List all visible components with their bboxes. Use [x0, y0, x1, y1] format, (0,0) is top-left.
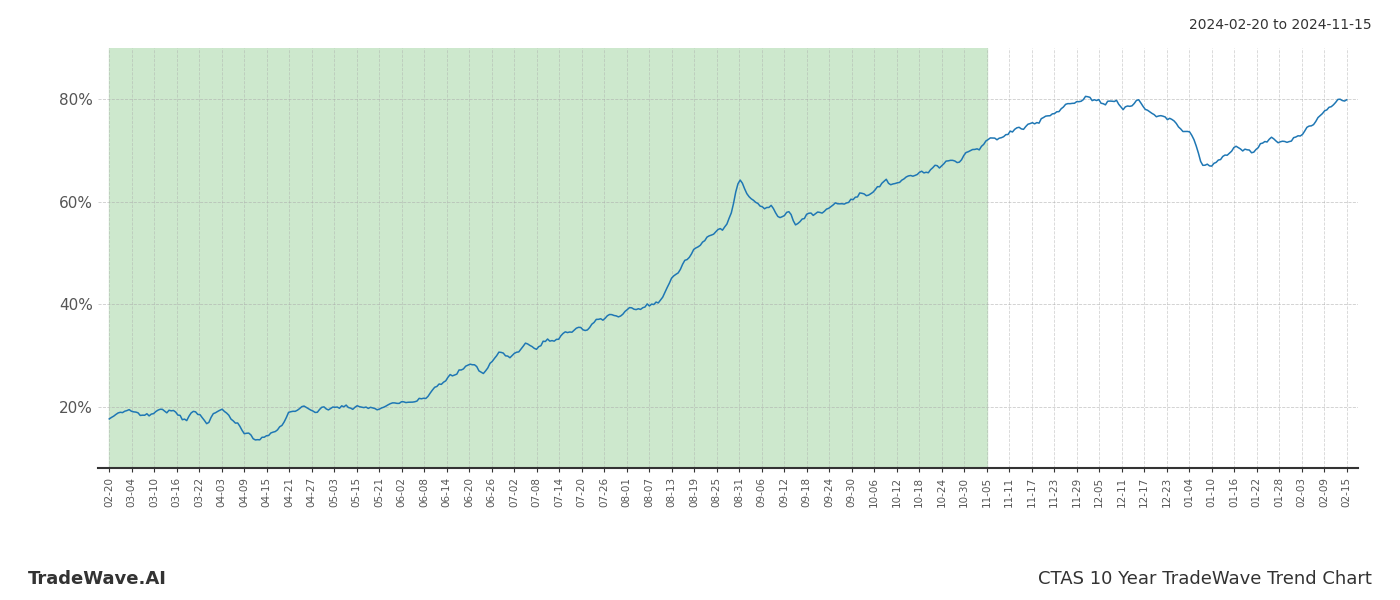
- Text: TradeWave.AI: TradeWave.AI: [28, 570, 167, 588]
- Bar: [109, 48, 987, 468]
- Text: 2024-02-20 to 2024-11-15: 2024-02-20 to 2024-11-15: [1190, 18, 1372, 32]
- Text: CTAS 10 Year TradeWave Trend Chart: CTAS 10 Year TradeWave Trend Chart: [1039, 570, 1372, 588]
